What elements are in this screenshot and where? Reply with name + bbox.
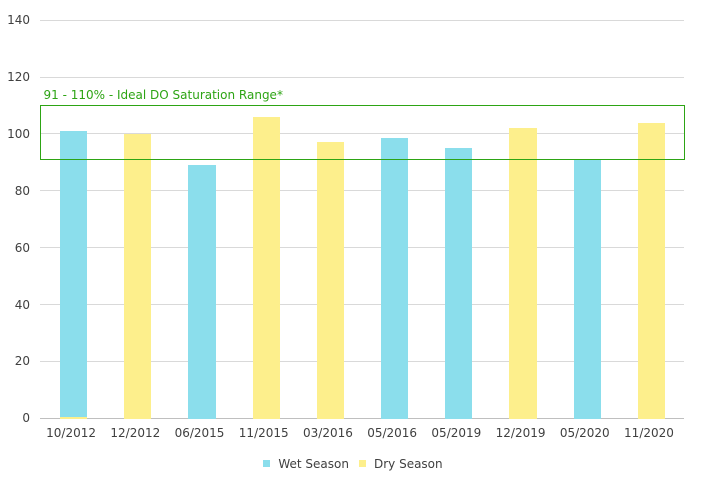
y-gridline xyxy=(39,19,684,21)
x-axis-category-label: 05/2020 xyxy=(559,426,610,440)
y-gridline xyxy=(39,360,684,362)
bar-dry-season-10-2012 xyxy=(60,416,88,419)
x-axis-category-label: 10/2012 xyxy=(46,426,97,440)
y-axis-tick-label: 20 xyxy=(14,354,30,369)
bar-wet-season-06-2015 xyxy=(188,165,216,419)
bar-wet-season-05-2020 xyxy=(573,159,601,419)
y-gridline xyxy=(39,133,684,135)
y-axis-tick-label: 40 xyxy=(14,297,30,312)
x-axis-category-label: 06/2015 xyxy=(174,426,225,440)
bar-dry-season-03-2016 xyxy=(316,142,345,419)
legend-swatch-icon xyxy=(358,460,366,468)
x-axis-category-label: 12/2019 xyxy=(495,426,546,440)
x-axis-line xyxy=(39,417,684,419)
x-axis-category-label: 11/2020 xyxy=(624,426,674,440)
x-axis-category-label: 11/2015 xyxy=(238,426,289,440)
y-axis-tick-label: 120 xyxy=(7,70,30,85)
y-gridline xyxy=(39,304,684,306)
bar-wet-season-10-2012 xyxy=(60,131,88,419)
ideal-range-band xyxy=(39,104,685,161)
y-gridline xyxy=(39,76,684,78)
x-axis-category-label: 12/2012 xyxy=(110,426,161,440)
bar-dry-season-11-2020 xyxy=(637,122,666,419)
chart-legend: Wet Season Dry Season xyxy=(0,457,702,471)
bar-dry-season-11-2015 xyxy=(252,116,280,419)
bar-dry-season-12-2012 xyxy=(124,133,152,419)
bar-wet-season-05-2016 xyxy=(381,138,409,419)
y-axis-tick-label: 140 xyxy=(7,13,30,28)
y-axis-tick-label: 100 xyxy=(7,126,30,141)
legend-item-wet-season: Wet Season xyxy=(263,457,349,471)
legend-swatch-icon xyxy=(263,460,271,468)
legend-label: Dry Season xyxy=(373,456,443,471)
x-axis-category-label: 05/2016 xyxy=(367,426,418,440)
y-gridline xyxy=(39,247,684,249)
legend-item-dry-season: Dry Season xyxy=(358,456,443,471)
legend-label: Wet Season xyxy=(278,456,349,471)
bar-wet-season-05-2019 xyxy=(445,148,473,419)
x-axis-category-label: 03/2016 xyxy=(303,426,353,440)
y-gridline xyxy=(39,190,684,192)
y-axis-tick-label: 60 xyxy=(14,240,30,255)
x-axis-category-label: 05/2019 xyxy=(431,426,482,440)
y-axis-tick-label: 80 xyxy=(14,183,30,198)
ideal-range-annotation: 91 - 110% - Ideal DO Saturation Range* xyxy=(43,87,283,102)
bar-dry-season-12-2019 xyxy=(509,128,537,419)
y-axis-tick-label: 0 xyxy=(22,411,30,426)
